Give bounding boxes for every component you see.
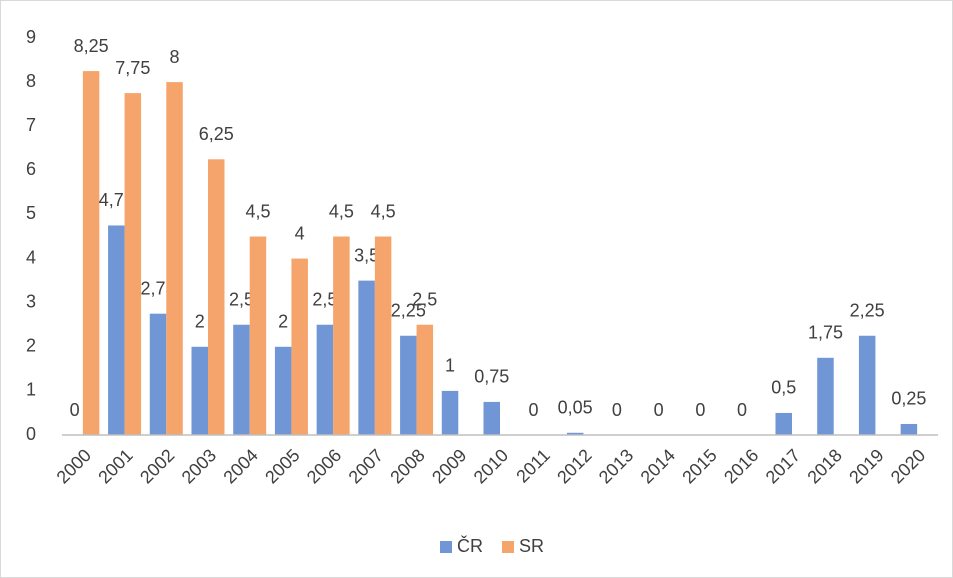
bar <box>249 236 267 435</box>
data-label: 0 <box>654 400 664 420</box>
bar <box>817 357 834 435</box>
bar <box>291 258 308 435</box>
y-tick-label: 7 <box>26 115 36 135</box>
data-label: 0 <box>70 400 80 420</box>
bar <box>400 335 417 435</box>
data-label: 4 <box>295 223 305 243</box>
y-tick-label: 8 <box>26 71 36 91</box>
data-label: 1,75 <box>808 323 843 343</box>
y-tick-label: 0 <box>26 424 36 444</box>
bar <box>124 93 142 435</box>
data-label: 8 <box>170 47 180 67</box>
data-label: 0,25 <box>891 389 926 409</box>
data-label: 2 <box>278 312 288 332</box>
bar <box>82 71 100 435</box>
bar <box>566 432 584 435</box>
data-label: 2 <box>195 312 205 332</box>
data-label: 4,5 <box>371 201 396 221</box>
bar <box>149 313 167 435</box>
y-tick-label: 1 <box>26 380 36 400</box>
bar <box>374 236 392 435</box>
data-label: 7,75 <box>115 58 150 78</box>
data-label: 1 <box>445 356 455 376</box>
data-label: 2,25 <box>850 301 885 321</box>
data-label: 0 <box>695 400 705 420</box>
bar <box>316 324 334 435</box>
bar <box>900 423 918 435</box>
bar <box>233 324 250 435</box>
legend-swatch <box>502 541 514 553</box>
data-label: 8,25 <box>74 36 109 56</box>
y-tick-label: 6 <box>26 159 36 179</box>
data-label: 0,5 <box>771 378 796 398</box>
bar <box>775 412 792 435</box>
data-label: 0,75 <box>474 367 509 387</box>
y-tick-label: 3 <box>26 291 36 311</box>
bar <box>333 236 350 435</box>
data-label: 0 <box>528 400 538 420</box>
data-label: 6,25 <box>199 124 234 144</box>
bar <box>108 225 125 435</box>
bar <box>441 390 459 435</box>
bar <box>858 335 876 435</box>
data-label: 4,5 <box>329 201 354 221</box>
data-label: 4,5 <box>245 201 270 221</box>
data-label: 2,5 <box>412 289 437 309</box>
bar <box>191 346 208 435</box>
bar <box>416 324 434 435</box>
legend-swatch <box>440 541 452 553</box>
bar <box>483 401 500 435</box>
bar <box>208 159 225 436</box>
bar <box>166 82 183 435</box>
y-tick-label: 2 <box>26 336 36 356</box>
data-label: 2,5 <box>312 289 337 309</box>
legend-label: SR <box>519 536 544 556</box>
data-label: 2,5 <box>229 289 254 309</box>
bar <box>358 280 375 435</box>
y-tick-label: 9 <box>26 27 36 47</box>
data-label: 0 <box>737 400 747 420</box>
data-label: 0 <box>612 400 622 420</box>
data-label: 3,5 <box>354 245 379 265</box>
data-label: 0,05 <box>558 398 593 418</box>
bar <box>274 346 292 435</box>
legend-label: ČR <box>457 535 483 556</box>
y-tick-label: 5 <box>26 203 36 223</box>
y-tick-label: 4 <box>26 247 36 267</box>
data-label: 2,25 <box>391 301 426 321</box>
